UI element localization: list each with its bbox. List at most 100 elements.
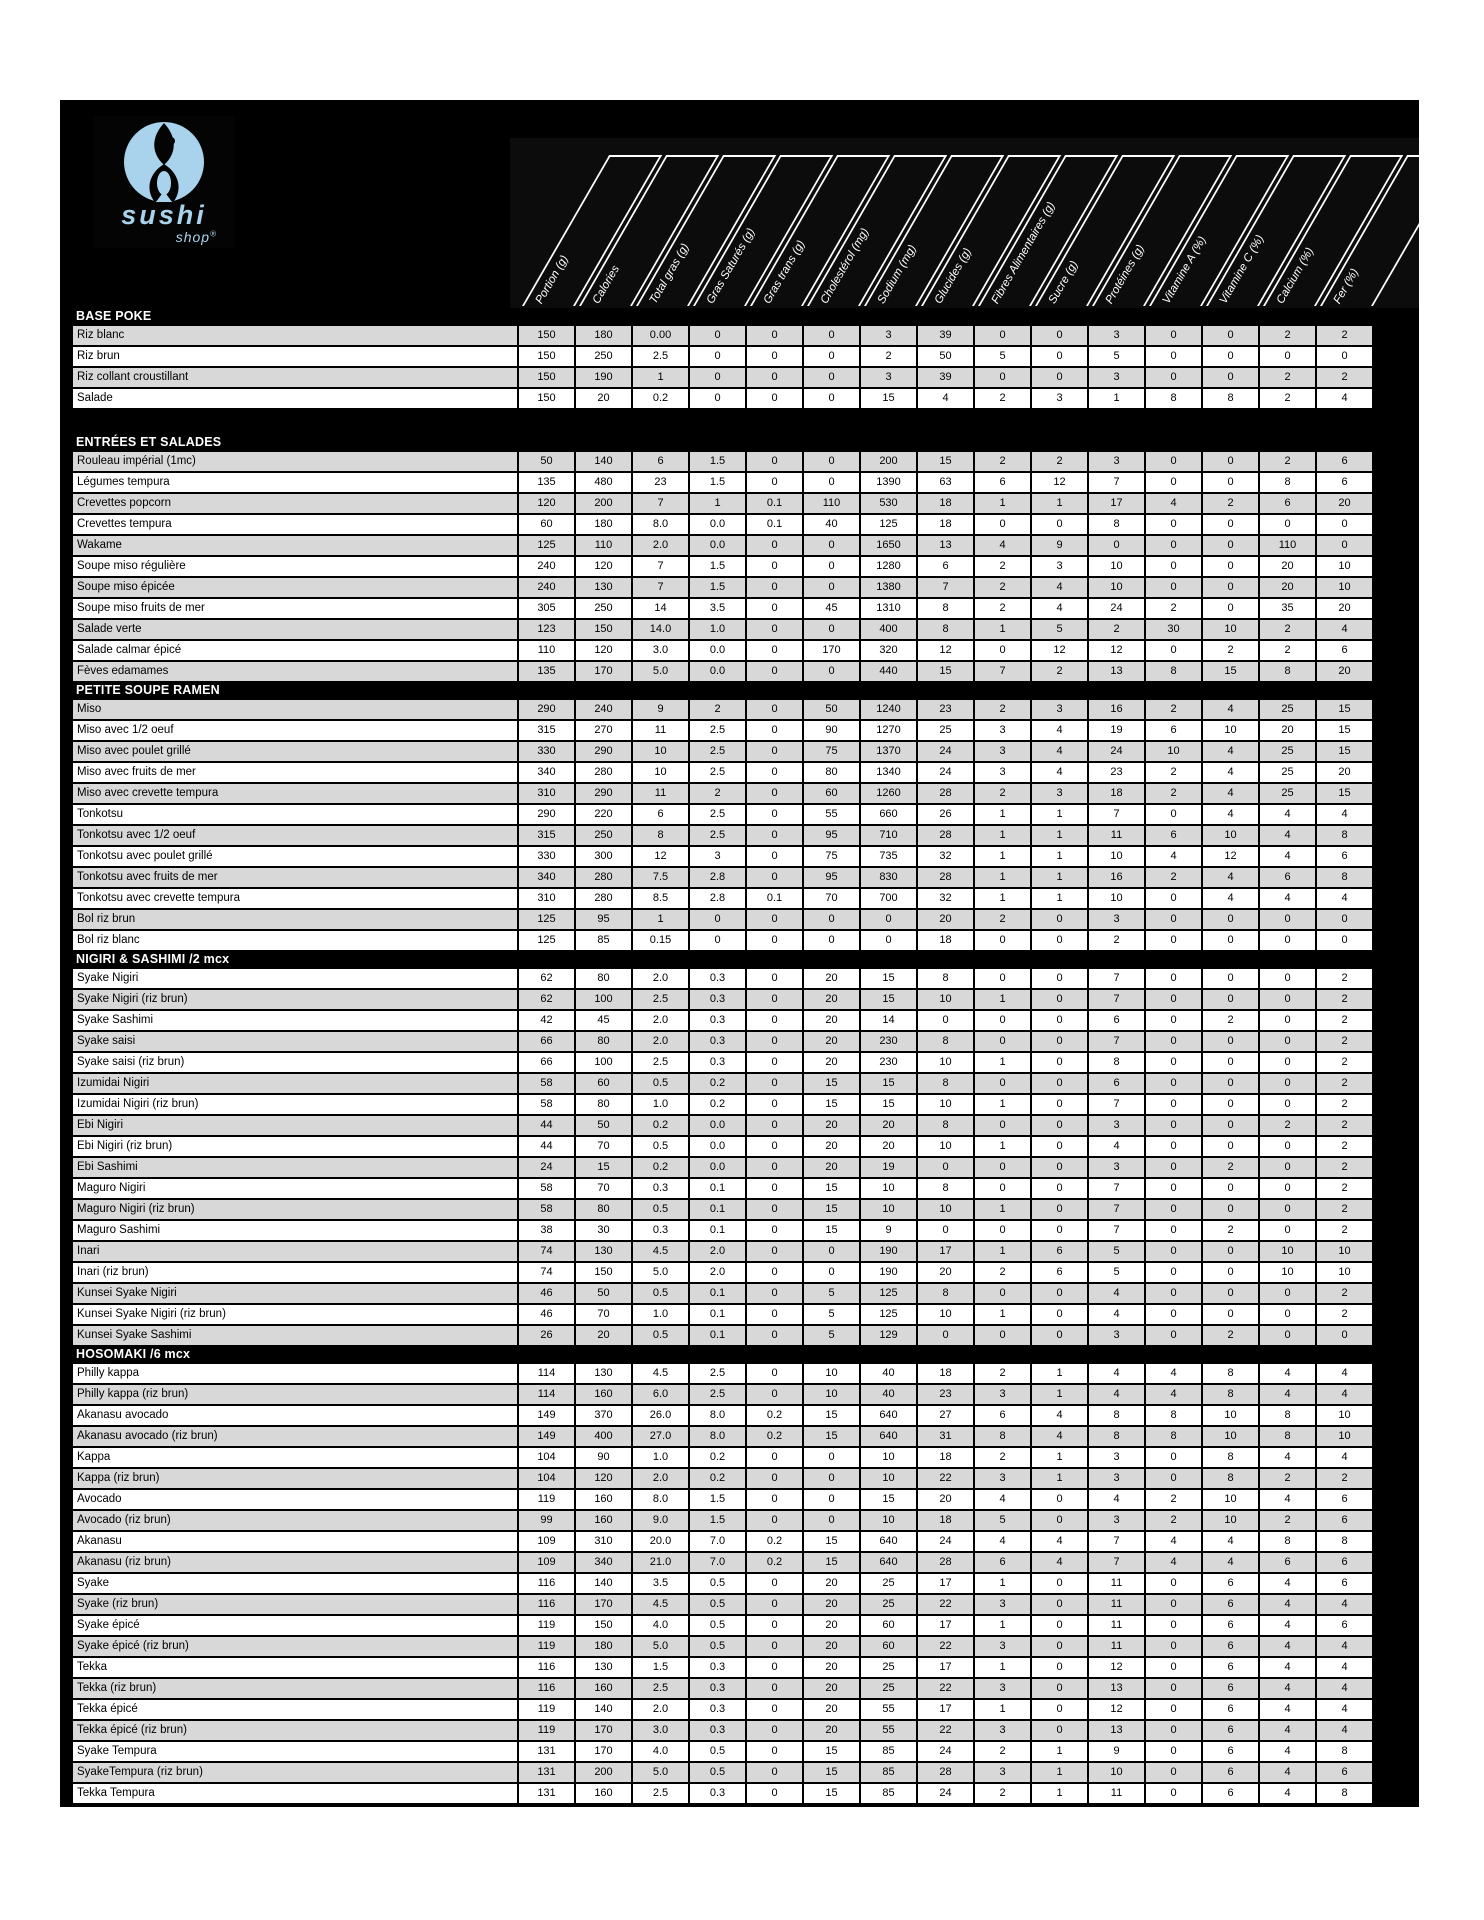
value-cell: 0 <box>803 577 860 598</box>
value-cell: 1 <box>1088 388 1145 409</box>
value-cell: 4 <box>1259 1657 1316 1678</box>
value-cell: 1.0 <box>632 1447 689 1468</box>
value-cell: 3 <box>1088 1468 1145 1489</box>
value-cell: 1.5 <box>689 472 746 493</box>
item-name-cell: Maguro Nigiri (riz brun) <box>72 1199 518 1220</box>
value-cell: 17 <box>917 1699 974 1720</box>
item-name-cell: Tekka épicé <box>72 1699 518 1720</box>
value-cell: 0.1 <box>689 1304 746 1325</box>
value-cell: 35 <box>1259 598 1316 619</box>
value-cell: 8 <box>1259 472 1316 493</box>
value-cell: 10 <box>1202 1405 1259 1426</box>
table-row: Tonkotsu 290 220 6 2.5 0 55 660 26 1 1 7 0 4 4 4 <box>72 804 1373 825</box>
value-cell: 27.0 <box>632 1426 689 1447</box>
value-cell: 0 <box>746 598 803 619</box>
table-row: Tekka épicé (riz brun) 119 170 3.0 0.3 0 20 55 2… <box>72 1720 1373 1741</box>
table-row: Kappa (riz brun) 104 120 2.0 0.2 0 0 10 22 3 1 3 0 8 2… <box>72 1468 1373 1489</box>
value-cell: 4 <box>1259 1699 1316 1720</box>
value-cell: 190 <box>575 367 632 388</box>
value-cell: 0 <box>746 1136 803 1157</box>
value-cell: 15 <box>1316 720 1373 741</box>
value-cell: 23 <box>1088 762 1145 783</box>
value-cell: 0 <box>746 867 803 888</box>
value-cell: 0.3 <box>689 1699 746 1720</box>
value-cell: 0 <box>1145 804 1202 825</box>
item-name-cell: Ebi Sashimi <box>72 1157 518 1178</box>
value-cell: 0 <box>1202 598 1259 619</box>
value-cell: 2.0 <box>689 1241 746 1262</box>
table-row: Syake épicé 119 150 4.0 0.5 0 20 60 17 1 0 11 0 6 4 6 <box>72 1615 1373 1636</box>
value-cell: 0 <box>689 346 746 367</box>
value-cell: 2 <box>1316 367 1373 388</box>
value-cell: 3 <box>689 846 746 867</box>
value-cell: 3 <box>1088 1325 1145 1346</box>
value-cell: 3 <box>860 325 917 346</box>
table-row: Crevettes tempura 60 180 8.0 0.0 0.1 40 125 18 0 0… <box>72 514 1373 535</box>
value-cell: 1 <box>974 1699 1031 1720</box>
value-cell: 0 <box>1088 535 1145 556</box>
value-cell: 10 <box>860 1447 917 1468</box>
value-cell: 15 <box>860 1489 917 1510</box>
value-cell: 1.5 <box>689 1510 746 1531</box>
value-cell: 0 <box>1202 1199 1259 1220</box>
value-cell: 4.0 <box>632 1741 689 1762</box>
value-cell: 1 <box>1031 1741 1088 1762</box>
table-row: Avocado (riz brun) 99 160 9.0 1.5 0 0 10 18 5 0 3 2 1… <box>72 1510 1373 1531</box>
value-cell: 4 <box>1259 1489 1316 1510</box>
value-cell: 25 <box>860 1678 917 1699</box>
value-cell: 46 <box>518 1283 575 1304</box>
value-cell: 0 <box>803 1468 860 1489</box>
value-cell: 1270 <box>860 720 917 741</box>
item-name-cell: Kappa <box>72 1447 518 1468</box>
value-cell: 4 <box>1259 1783 1316 1804</box>
item-name-cell: Kappa (riz brun) <box>72 1468 518 1489</box>
value-cell: 2 <box>1145 783 1202 804</box>
item-name-cell: Izumidai Nigiri (riz brun) <box>72 1094 518 1115</box>
value-cell: 110 <box>1259 535 1316 556</box>
value-cell: 1.0 <box>689 619 746 640</box>
table-row: Syake (riz brun) 116 170 4.5 0.5 0 20 25 22 3 0 11 0… <box>72 1594 1373 1615</box>
value-cell: 12 <box>1031 472 1088 493</box>
value-cell: 2 <box>1145 867 1202 888</box>
value-cell: 0 <box>1202 346 1259 367</box>
value-cell: 120 <box>575 556 632 577</box>
value-cell: 0 <box>1031 1283 1088 1304</box>
value-cell: 2 <box>974 1262 1031 1283</box>
value-cell: 131 <box>518 1783 575 1804</box>
value-cell: 0 <box>746 1010 803 1031</box>
value-cell: 15 <box>803 1073 860 1094</box>
value-cell: 1 <box>974 825 1031 846</box>
value-cell: 11 <box>1088 1594 1145 1615</box>
value-cell: 104 <box>518 1468 575 1489</box>
value-cell: 109 <box>518 1531 575 1552</box>
value-cell: 2.5 <box>689 762 746 783</box>
value-cell: 0 <box>1259 1052 1316 1073</box>
value-cell: 4 <box>974 1489 1031 1510</box>
value-cell: 1.5 <box>632 1657 689 1678</box>
value-cell: 0 <box>803 367 860 388</box>
table-row: Fèves edamames 135 170 5.0 0.0 0 0 440 15 7 2 13 8 15… <box>72 661 1373 682</box>
value-cell: 0 <box>974 514 1031 535</box>
value-cell: 119 <box>518 1489 575 1510</box>
value-cell: 0 <box>1031 1073 1088 1094</box>
value-cell: 150 <box>518 325 575 346</box>
table-row: Tekka Tempura 131 160 2.5 0.3 0 15 85 24 2 1 11 0 6 4 8 <box>72 1783 1373 1804</box>
value-cell: 2 <box>1202 1157 1259 1178</box>
value-cell: 24 <box>518 1157 575 1178</box>
value-cell: 0 <box>1145 1678 1202 1699</box>
value-cell: 22 <box>917 1720 974 1741</box>
value-cell: 640 <box>860 1405 917 1426</box>
value-cell: 20 <box>803 1657 860 1678</box>
value-cell: 0.1 <box>689 1325 746 1346</box>
value-cell: 0 <box>974 968 1031 989</box>
sushi-shop-logo: sushi shop® <box>93 116 235 248</box>
value-cell: 16 <box>1088 699 1145 720</box>
value-cell: 0.3 <box>632 1178 689 1199</box>
value-cell: 0 <box>1202 1304 1259 1325</box>
value-cell: 0 <box>1202 1094 1259 1115</box>
value-cell: 0 <box>803 325 860 346</box>
section-header: BASE POKE <box>76 309 152 323</box>
value-cell: 45 <box>575 1010 632 1031</box>
value-cell: 5.0 <box>632 1762 689 1783</box>
